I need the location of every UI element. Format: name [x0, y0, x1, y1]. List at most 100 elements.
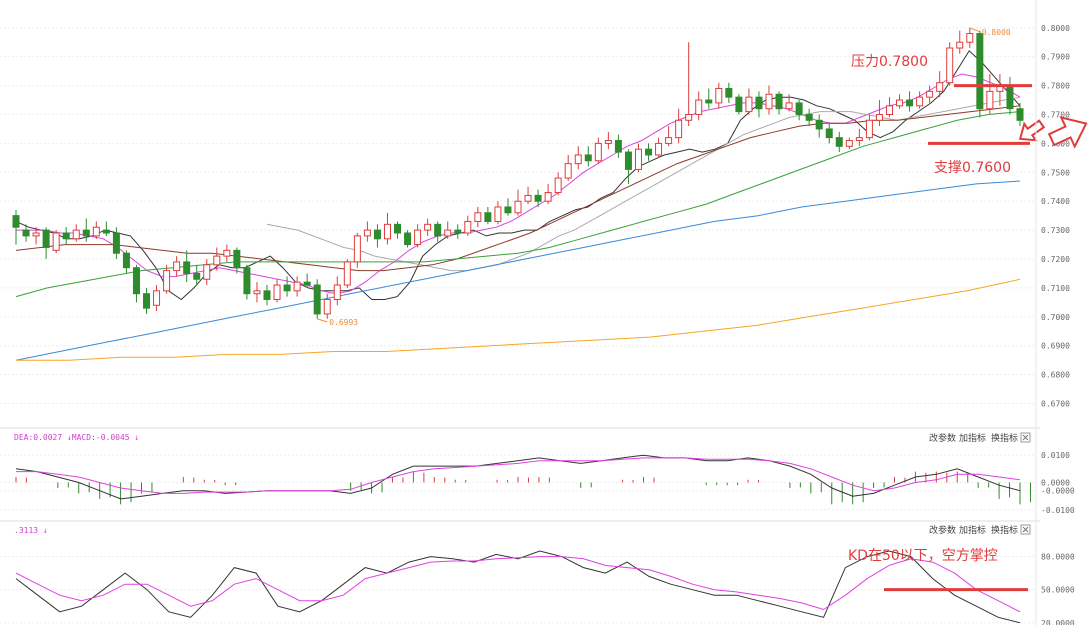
candle-body	[845, 140, 853, 147]
kd-axis: 80.0000 50.0000 20.0000	[1041, 553, 1075, 625]
kd-grid	[0, 556, 1036, 624]
candle-body	[986, 90, 994, 110]
candle	[424, 218, 432, 236]
add-indicator-button[interactable]: 加指标	[959, 432, 986, 444]
candle	[604, 131, 612, 150]
candle	[203, 259, 211, 286]
candle	[92, 221, 100, 239]
candle-body	[303, 281, 311, 286]
candle	[765, 85, 773, 115]
candle	[223, 244, 231, 262]
macd-tick-label: -0.0000	[1041, 487, 1075, 496]
candle	[52, 230, 60, 254]
candle-body	[946, 47, 954, 84]
candle-body	[875, 113, 883, 121]
candle-body	[624, 151, 632, 170]
candle-body	[494, 206, 502, 222]
candle-body	[665, 137, 673, 144]
candle-body	[885, 105, 893, 115]
candle	[1016, 102, 1024, 127]
candle	[434, 221, 442, 242]
right-arrow-icon	[1047, 116, 1088, 149]
candle	[444, 221, 452, 239]
candle	[363, 221, 371, 242]
switch-indicator-button[interactable]: 换指标	[991, 524, 1018, 536]
candle-body	[785, 102, 793, 110]
candle-body	[143, 293, 151, 309]
candle	[122, 250, 130, 274]
change-params-button[interactable]: 改参数	[929, 524, 956, 536]
candle-body	[283, 284, 291, 292]
candle	[845, 137, 853, 150]
candle	[745, 88, 753, 115]
price-tick-label: 0.6900	[1041, 342, 1070, 351]
candle-body	[454, 229, 462, 234]
candle-body	[514, 200, 522, 214]
candle	[494, 201, 502, 225]
close-icon[interactable]	[1020, 432, 1031, 443]
candle	[233, 247, 241, 274]
candle-body	[12, 215, 20, 228]
candle	[394, 221, 402, 239]
ma-line-ma120	[15, 180, 1021, 361]
candle	[313, 279, 321, 319]
price-tick-label: 0.7800	[1041, 82, 1070, 91]
candle	[343, 259, 351, 288]
candle	[82, 218, 90, 242]
candle	[815, 114, 823, 138]
add-indicator-button[interactable]: 加指标	[959, 524, 986, 536]
candle-body	[926, 90, 934, 98]
close-icon[interactable]	[1020, 524, 1031, 535]
candle-body	[524, 194, 532, 202]
candle	[303, 273, 311, 288]
candle	[795, 100, 803, 121]
macd-dea-line	[16, 457, 1021, 494]
candle	[655, 137, 663, 158]
candle-body	[253, 290, 261, 295]
candle	[725, 82, 733, 103]
candle	[173, 256, 181, 277]
candle	[715, 82, 723, 109]
price-tick-label: 0.7300	[1041, 226, 1070, 235]
candle-body	[634, 148, 642, 170]
candle-body	[203, 264, 211, 280]
candle	[966, 27, 974, 49]
candle-body	[594, 142, 602, 162]
candle	[755, 91, 763, 118]
macd-tick-label: 0.0100	[1041, 451, 1070, 460]
kd-annotation: KD在50以下，空方掌控	[848, 548, 998, 564]
candle	[564, 154, 572, 181]
change-params-button[interactable]: 改参数	[929, 432, 956, 444]
candle	[333, 276, 341, 306]
candle-body	[604, 140, 612, 144]
candle	[835, 131, 843, 153]
candle-body	[173, 261, 181, 272]
candle	[825, 123, 833, 144]
macd-lines	[15, 454, 1021, 500]
candle-body	[554, 177, 562, 194]
candle-body	[715, 87, 723, 104]
candle-body	[655, 142, 663, 156]
candle	[12, 209, 20, 245]
switch-indicator-button[interactable]: 换指标	[991, 432, 1018, 444]
candle-body	[896, 99, 904, 107]
candle	[72, 224, 80, 242]
candlesticks	[12, 27, 1024, 319]
candle-body	[725, 87, 733, 98]
candle-body	[544, 192, 552, 202]
candle	[735, 94, 743, 115]
ma-line-ma30	[15, 105, 1021, 272]
candle	[454, 224, 462, 239]
price-tick-label: 0.8000	[1041, 24, 1070, 33]
candle	[896, 94, 904, 109]
main-grid	[0, 27, 1036, 405]
candle	[193, 264, 201, 286]
price-tick-label: 0.7000	[1041, 313, 1070, 322]
macd-header: DEA:0.0027 ↓MACD:-0.0045 ↓	[14, 433, 139, 442]
candle-body	[474, 212, 482, 222]
candle	[163, 264, 171, 294]
price-tick-label: 0.6800	[1041, 371, 1070, 380]
candle-body	[82, 229, 90, 237]
candle	[574, 146, 582, 170]
candle	[62, 227, 70, 245]
